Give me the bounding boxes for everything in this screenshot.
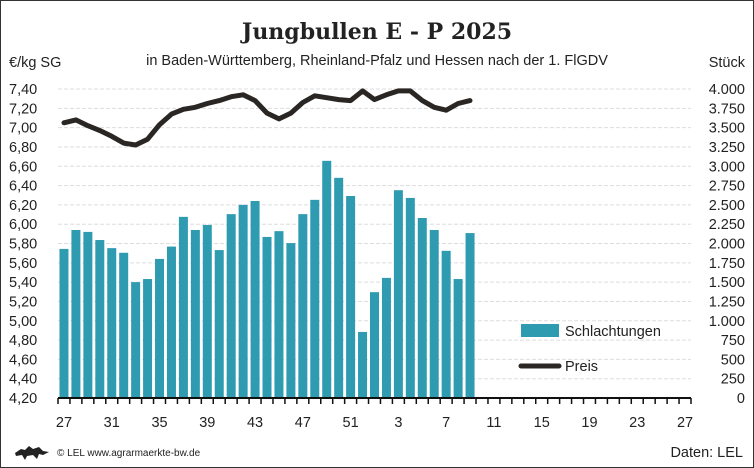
left-tick-label: 5,20: [9, 294, 37, 310]
bar-schlachtungen: [417, 218, 427, 398]
left-tick-label: 6,60: [9, 159, 37, 175]
left-tick-label: 5,00: [9, 314, 37, 330]
bar-schlachtungen: [190, 229, 200, 398]
bar-schlachtungen: [107, 248, 117, 398]
right-tick-label: 2.250: [709, 217, 745, 233]
right-tick-label: 1.000: [709, 314, 745, 330]
left-tick-label: 7,20: [9, 101, 37, 117]
bar-schlachtungen: [286, 243, 296, 398]
bar-schlachtungen: [370, 292, 379, 398]
right-tick-label: 250: [721, 372, 745, 388]
right-tick-label: 4.000: [709, 82, 745, 98]
bar-schlachtungen: [441, 250, 451, 398]
bar-schlachtungen: [155, 258, 165, 398]
right-tick-label: 2.750: [709, 179, 745, 195]
bar-schlachtungen: [465, 233, 475, 398]
bar-schlachtungen: [119, 252, 129, 398]
left-tick-label: 6,00: [9, 217, 37, 233]
right-tick-label: 1.750: [709, 256, 745, 272]
left-tick-label: 7,40: [9, 82, 37, 98]
legend-label-preis: Preis: [565, 359, 598, 375]
x-tick-label: 31: [104, 415, 120, 431]
bar-schlachtungen: [298, 214, 308, 398]
left-tick-label: 4,80: [9, 333, 37, 349]
chart-title: Jungbullen E - P 2025: [241, 19, 513, 45]
right-tick-label: 2.500: [709, 198, 745, 214]
bar-schlachtungen: [250, 201, 260, 398]
bar-schlachtungen: [429, 229, 439, 398]
bar-schlachtungen: [166, 246, 176, 398]
left-tick-label: 6,80: [9, 140, 37, 156]
left-tick-label: 5,40: [9, 275, 37, 291]
x-tick-label: 3: [394, 415, 402, 431]
right-tick-label: 1.250: [709, 294, 745, 310]
legend-label-schlachtungen: Schlachtungen: [565, 324, 661, 340]
bar-schlachtungen: [71, 229, 81, 398]
left-tick-label: 7,00: [9, 121, 37, 137]
bar-schlachtungen: [346, 195, 356, 398]
right-tick-label: 0: [737, 391, 745, 407]
bar-schlachtungen: [202, 224, 212, 398]
data-source: Daten: LEL: [670, 445, 743, 461]
line-preis: [61, 88, 473, 148]
bar-schlachtungen: [95, 240, 105, 398]
right-axis-label: Stück: [708, 55, 745, 71]
bar-schlachtungen: [214, 250, 224, 398]
right-tick-label: 3.500: [709, 121, 745, 137]
left-tick-label: 5,60: [9, 256, 37, 272]
left-tick-label: 4,60: [9, 352, 37, 368]
bar-schlachtungen: [143, 279, 153, 398]
bar-schlachtungen: [226, 214, 236, 398]
bar-schlachtungen: [405, 197, 415, 398]
right-tick-label: 2.000: [709, 237, 745, 253]
bar-schlachtungen: [59, 248, 69, 398]
left-axis-label: €/kg SG: [9, 55, 62, 71]
x-tick-label: 23: [629, 415, 645, 431]
left-tick-label: 6,40: [9, 179, 37, 195]
right-tick-label: 1.500: [709, 275, 745, 291]
bar-schlachtungen: [358, 331, 368, 398]
bar-schlachtungen: [131, 282, 141, 398]
x-tick-label: 43: [247, 415, 263, 431]
chart-subtitle: in Baden-Württemberg, Rheinland-Pfalz un…: [146, 53, 608, 69]
bar-schlachtungen: [334, 177, 344, 398]
right-tick-label: 500: [721, 352, 745, 368]
copyright-credit: © LEL www.agrarmaerkte-bw.de: [57, 448, 201, 459]
x-tick-label: 39: [199, 415, 215, 431]
x-tick-label: 51: [343, 415, 359, 431]
bar-schlachtungen: [453, 279, 463, 398]
bar-schlachtungen: [274, 231, 284, 398]
bar-schlachtungen: [322, 160, 332, 398]
right-tick-label: 750: [721, 333, 745, 349]
left-tick-label: 4,40: [9, 372, 37, 388]
bar-schlachtungen: [393, 190, 403, 398]
x-tick-label: 15: [534, 415, 550, 431]
bar-schlachtungen: [178, 216, 188, 398]
x-tick-label: 19: [581, 415, 597, 431]
x-tick-label: 11: [486, 415, 501, 431]
legend-swatch-schlachtungen: [521, 324, 559, 337]
bar-schlachtungen: [310, 199, 320, 398]
x-tick-label: 7: [442, 415, 450, 431]
bar-schlachtungen: [83, 231, 93, 398]
x-tick-label: 27: [56, 415, 72, 431]
left-tick-label: 6,20: [9, 198, 37, 214]
left-tick-label: 5,80: [9, 237, 37, 253]
right-tick-label: 3.000: [709, 159, 745, 175]
bar-schlachtungen: [238, 204, 248, 398]
left-tick-label: 4,20: [9, 391, 37, 407]
lion-logo-icon: [15, 446, 49, 460]
right-tick-label: 3.750: [709, 101, 745, 117]
right-tick-label: 3.250: [709, 140, 745, 156]
x-tick-label: 27: [677, 415, 693, 431]
x-tick-label: 47: [295, 415, 311, 431]
bar-schlachtungen: [262, 236, 272, 398]
bar-schlachtungen: [381, 277, 391, 398]
x-tick-label: 35: [151, 415, 167, 431]
